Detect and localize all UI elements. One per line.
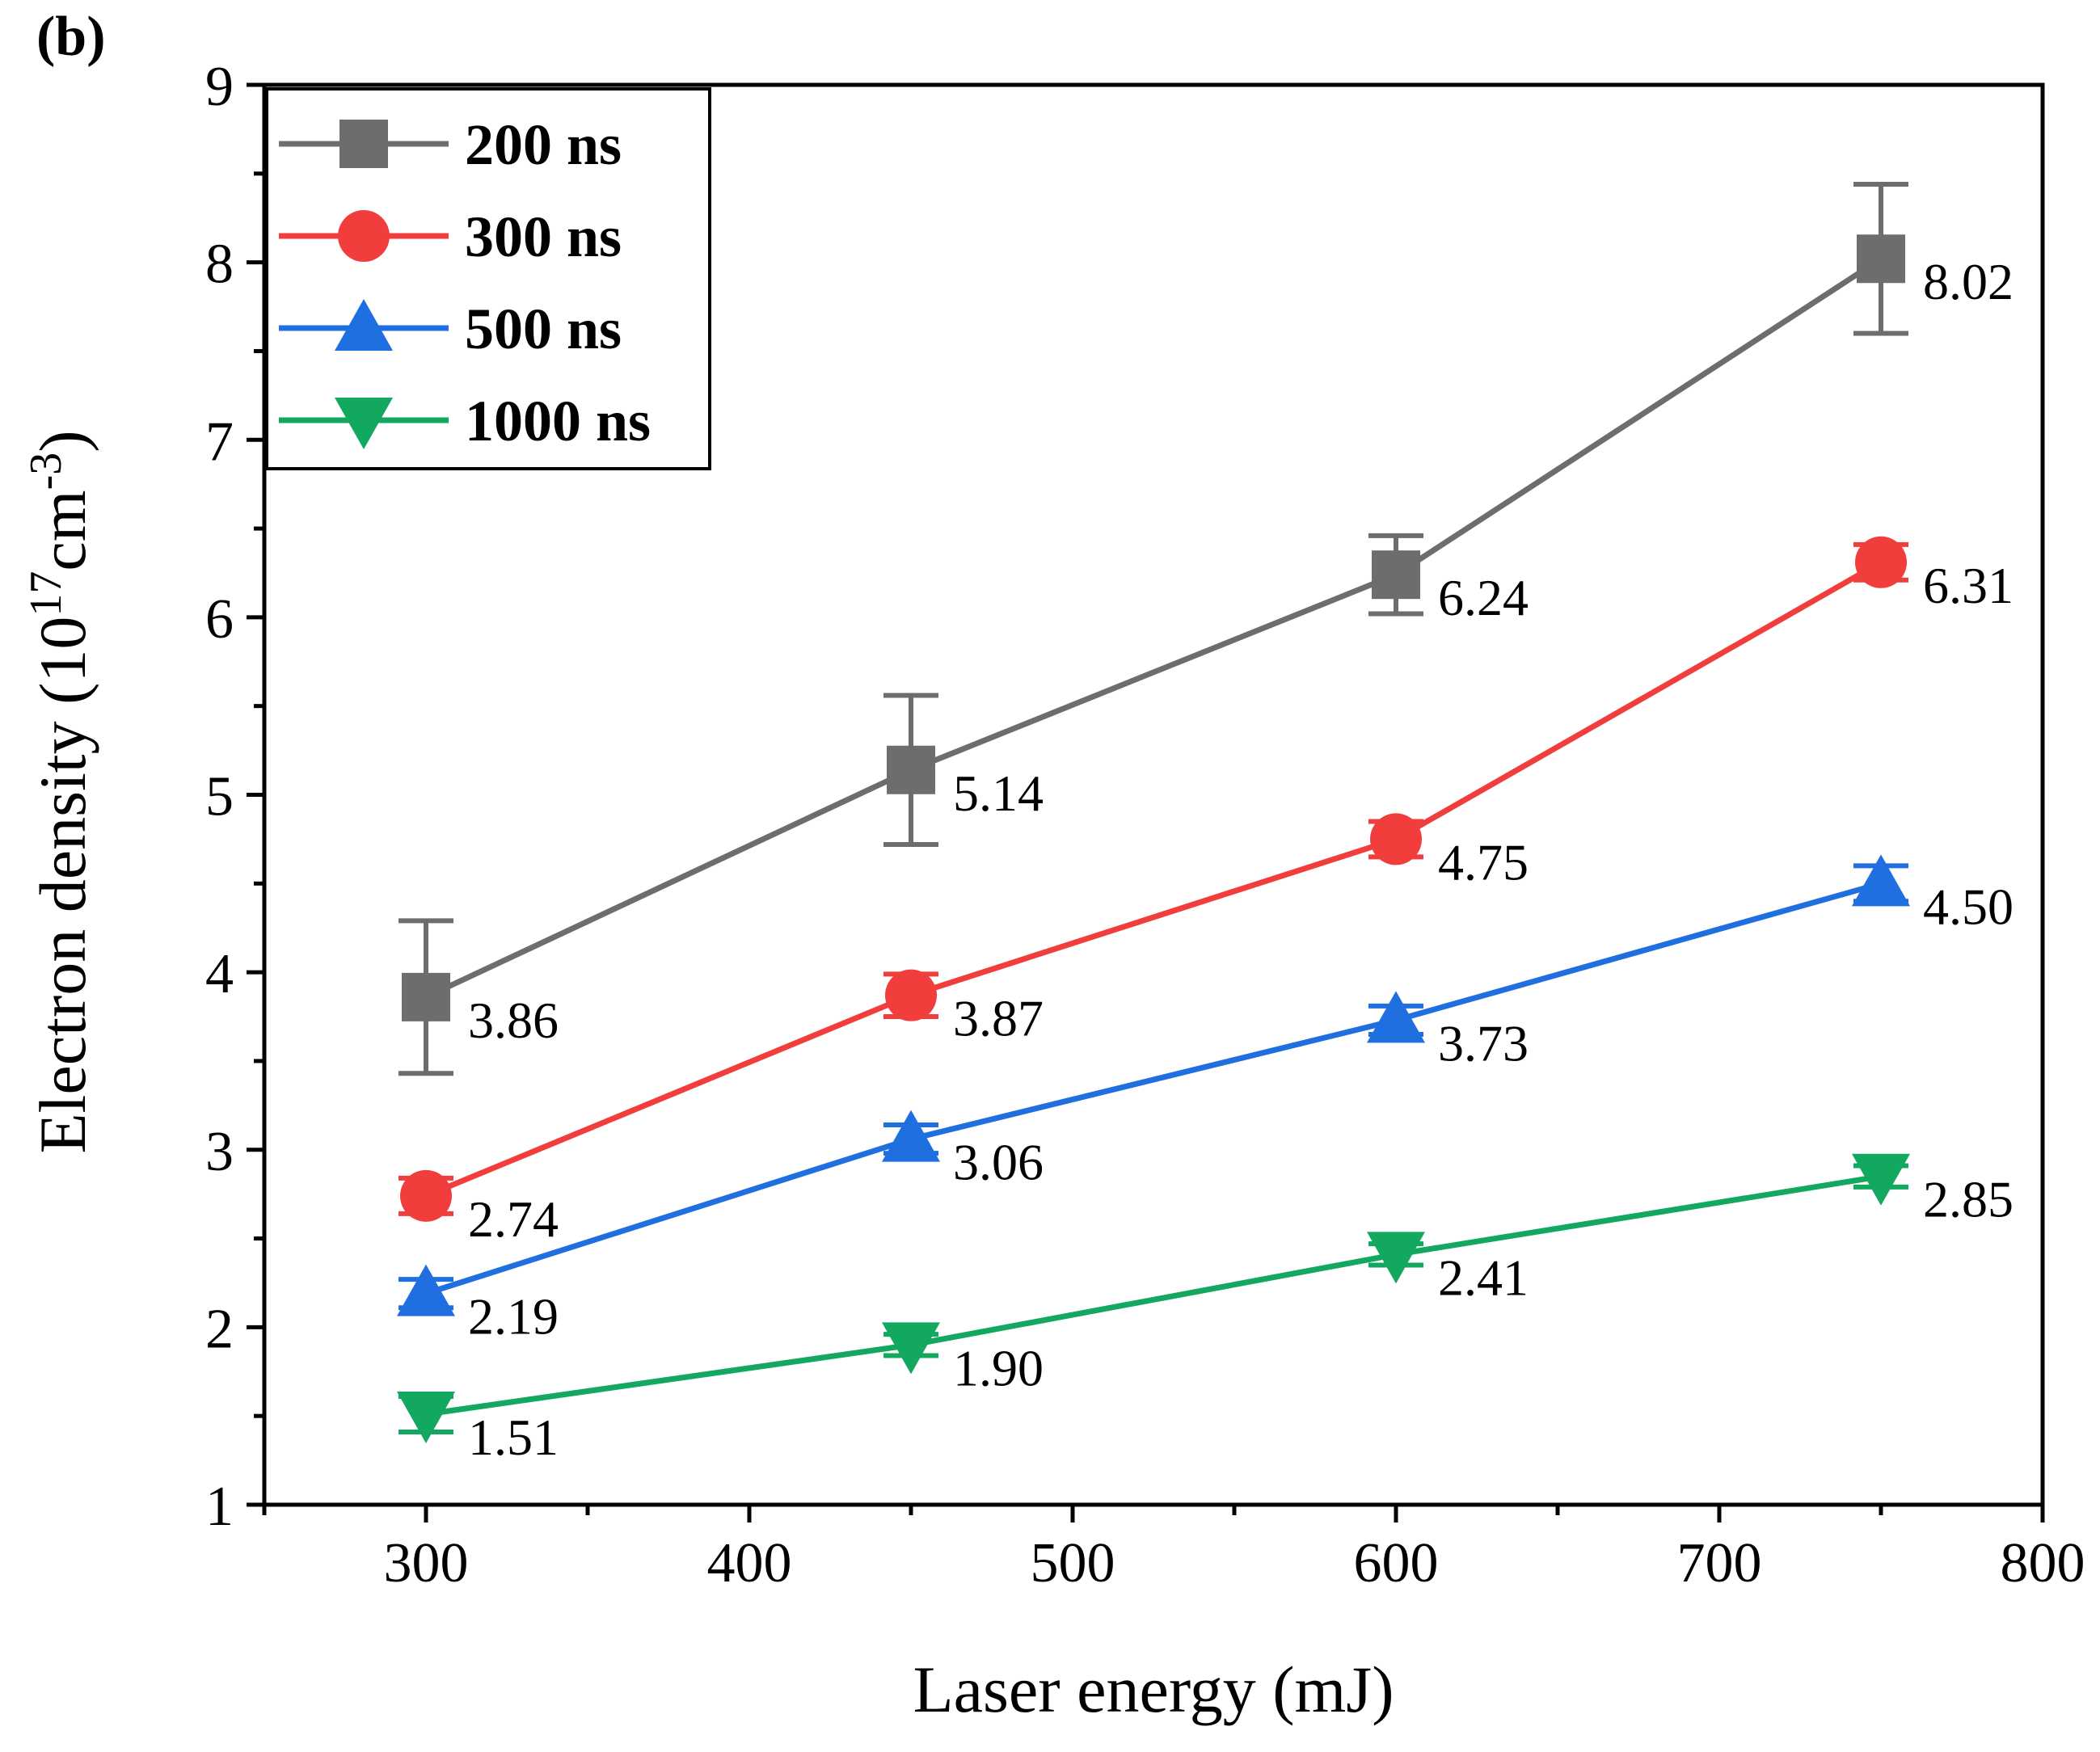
legend-marker (335, 299, 393, 351)
y-tick-label: 4 (205, 943, 234, 1005)
data-point (1372, 550, 1420, 600)
data-point (882, 1322, 940, 1375)
data-label: 8.02 (1923, 253, 2014, 310)
x-tick-label: 500 (1031, 1532, 1115, 1594)
x-tick-label: 400 (707, 1532, 792, 1594)
data-label: 3.86 (468, 992, 559, 1049)
data-point (1855, 536, 1907, 588)
data-label: 4.50 (1923, 878, 2014, 935)
x-tick-label: 300 (384, 1532, 469, 1594)
y-tick-label: 2 (205, 1298, 234, 1360)
legend: 200 ns 300 ns 500 ns 1000 ns (265, 87, 711, 470)
data-point (1857, 234, 1905, 284)
x-tick-label: 800 (2001, 1532, 2085, 1594)
axes-layer: 300 400 500 600 700 800 1 2 3 4 5 6 7 8 9 (205, 56, 2085, 1594)
data-point (1852, 854, 1910, 907)
data-label: 2.85 (1923, 1171, 2014, 1228)
legend-item: 500 ns (279, 297, 622, 361)
x-tick-label: 600 (1354, 1532, 1439, 1594)
series-line (424, 880, 1882, 1296)
data-label: 4.75 (1438, 833, 1529, 891)
legend-label: 300 ns (465, 204, 622, 269)
data-label: 1.90 (953, 1339, 1044, 1396)
data-point (1370, 813, 1422, 865)
series-line (424, 256, 1883, 1000)
legend-marker (339, 120, 388, 168)
data-label: 3.06 (953, 1134, 1044, 1191)
y-tick-label: 1 (205, 1476, 234, 1538)
y-tick-label: 9 (205, 56, 234, 118)
data-label: 3.73 (1438, 1014, 1529, 1072)
data-point (1367, 1232, 1425, 1284)
series-3: 1.51 1.90 2.41 2.85 (397, 1153, 2014, 1466)
y-axis-title: Electron density (1017cm-3) (21, 430, 99, 1153)
data-point (1852, 1153, 1910, 1206)
x-tick-label: 700 (1677, 1532, 1762, 1594)
legend-item: 1000 ns (279, 389, 651, 453)
legend-marker (335, 398, 393, 449)
data-label: 2.19 (468, 1288, 559, 1346)
data-point (397, 1391, 455, 1443)
series-1: 2.74 3.87 4.75 6.31 (398, 536, 2014, 1248)
data-label: 2.74 (468, 1190, 559, 1248)
legend-label: 500 ns (465, 297, 622, 361)
series-line (425, 1173, 1882, 1417)
y-tick-label: 6 (205, 588, 234, 651)
data-label: 6.24 (1438, 569, 1529, 626)
y-tick-label: 8 (205, 234, 234, 296)
panel-label: (b) (36, 6, 106, 68)
legend-item: 200 ns (279, 112, 622, 177)
data-point (402, 972, 450, 1021)
data-point (882, 1110, 940, 1162)
data-label: 3.87 (953, 990, 1044, 1047)
series-line (424, 559, 1883, 1199)
data-point (397, 1264, 455, 1316)
legend-marker (338, 210, 390, 262)
legend-label: 1000 ns (465, 389, 651, 453)
data-point (400, 1169, 452, 1222)
data-point (887, 745, 935, 794)
legend-item: 300 ns (279, 204, 622, 269)
data-label: 5.14 (953, 764, 1044, 822)
series-0: 3.86 5.14 6.24 8.02 (398, 181, 2014, 1076)
data-label: 2.41 (1438, 1249, 1529, 1306)
series-2: 2.19 3.06 3.73 4.50 (397, 854, 2014, 1346)
data-point (885, 969, 937, 1021)
y-tick-label: 5 (205, 766, 234, 828)
data-label: 1.51 (468, 1409, 559, 1466)
x-axis-title: Laser energy (mJ) (913, 1653, 1394, 1726)
y-tick-label: 3 (205, 1121, 234, 1183)
y-tick-label: 7 (205, 411, 234, 473)
legend-label: 200 ns (465, 112, 622, 177)
data-label: 6.31 (1923, 557, 2014, 614)
series-layer: 3.86 5.14 6.24 8.02 2.74 3.87 4.75 6.31 2.19 3.06… (397, 181, 2014, 1466)
data-point (1367, 991, 1425, 1043)
